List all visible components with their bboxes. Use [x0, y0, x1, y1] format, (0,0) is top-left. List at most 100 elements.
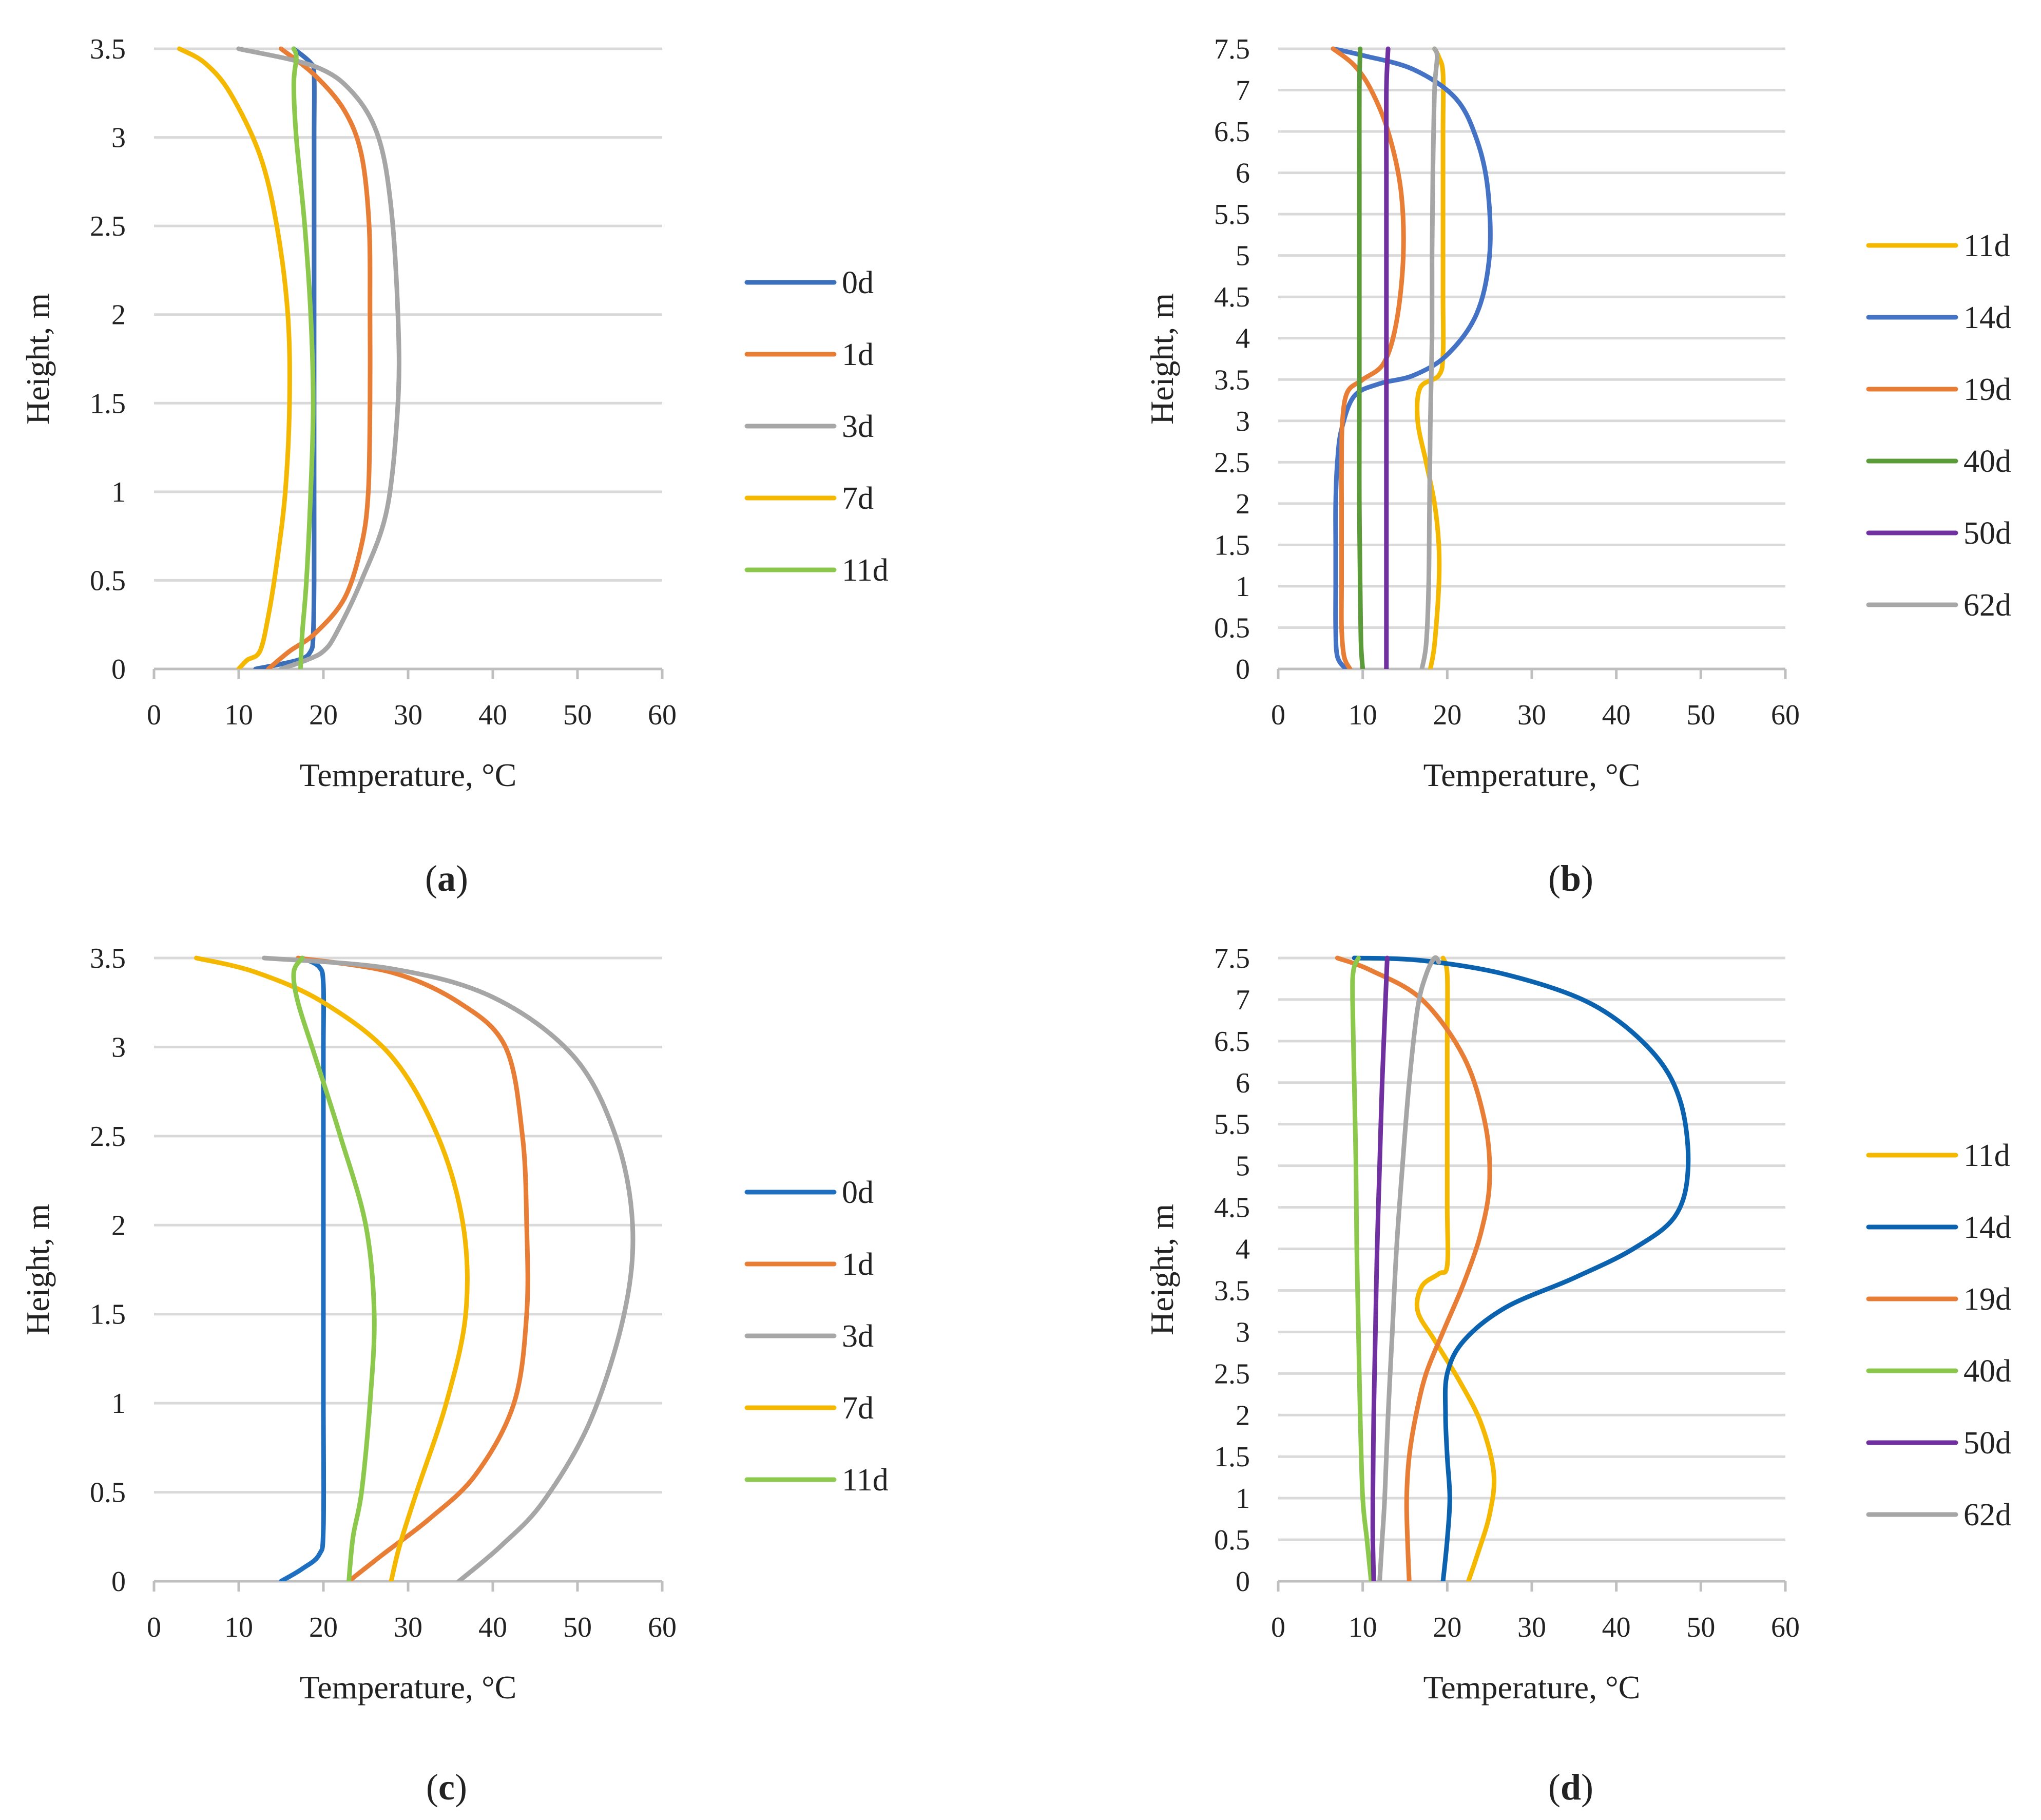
- series-line-50d: [1384, 46, 1391, 669]
- series-line-19d: [1335, 955, 1492, 1581]
- y-tick-label: 2: [1236, 488, 1250, 520]
- x-tick-label: 40: [478, 699, 507, 731]
- x-tick-label: 20: [1433, 699, 1461, 731]
- legend-label-3d: 3d: [842, 1319, 874, 1354]
- series-line-1d: [296, 955, 530, 1581]
- y-tick-label: 5.5: [1214, 199, 1250, 231]
- series-line-62d: [1377, 955, 1441, 1581]
- y-tick-label: 1.5: [1214, 529, 1250, 561]
- x-tick-label: 30: [394, 1612, 422, 1643]
- y-tick-label: 1: [111, 476, 126, 508]
- panel-label: (d): [1548, 1767, 1593, 1808]
- y-tick-label: 1.5: [90, 1299, 126, 1331]
- y-tick-label: 4: [1236, 323, 1250, 355]
- y-tick-label: 3: [111, 122, 126, 154]
- y-tick-label: 0.5: [1214, 612, 1250, 644]
- x-tick-label: 10: [1349, 699, 1377, 731]
- legend-label-11d: 11d: [842, 1463, 889, 1498]
- legend-label-11d: 11d: [1963, 1138, 2010, 1173]
- panel-label: (c): [426, 1767, 467, 1808]
- series-line-0d: [279, 955, 326, 1581]
- x-tick-label: 10: [1349, 1612, 1377, 1643]
- y-tick-label: 3.5: [1214, 364, 1250, 396]
- x-axis-title: Temperature, °C: [1423, 757, 1641, 793]
- y-tick-label: 0: [1236, 654, 1250, 685]
- x-tick-label: 20: [309, 1612, 338, 1643]
- x-tick-label: 30: [394, 699, 422, 731]
- legend-label-0d: 0d: [842, 1175, 874, 1210]
- series-line-3d: [262, 955, 636, 1581]
- legend-label-40d: 40d: [1963, 444, 2011, 479]
- legend-label-11d: 11d: [842, 553, 889, 588]
- y-tick-label: 3: [1236, 1316, 1250, 1348]
- y-tick-label: 2: [111, 299, 126, 331]
- x-tick-label: 40: [478, 1612, 507, 1643]
- x-tick-label: 40: [1602, 699, 1631, 731]
- x-tick-label: 20: [309, 699, 338, 731]
- x-tick-label: 20: [1433, 1612, 1461, 1643]
- y-tick-label: 0: [111, 654, 126, 685]
- series-line-40d: [1350, 955, 1374, 1581]
- y-tick-label: 7: [1236, 984, 1250, 1016]
- legend-label-0d: 0d: [842, 265, 874, 300]
- legend-label-62d: 62d: [1963, 1498, 2011, 1532]
- y-tick-label: 1: [1236, 1483, 1250, 1515]
- y-tick-label: 5.5: [1214, 1109, 1250, 1141]
- legend-label-50d: 50d: [1963, 1426, 2011, 1461]
- y-tick-label: 3.5: [90, 33, 126, 65]
- legend-label-50d: 50d: [1963, 516, 2011, 551]
- x-tick-label: 10: [224, 1612, 253, 1643]
- x-axis-title: Temperature, °C: [300, 1669, 517, 1706]
- chart-panel-b: 0 10 20 30 40 50 60 0 0.5 1 1.5 2 2.5 3 3.5 4 4.5 5 5.5 6 6.…: [1144, 33, 2011, 899]
- y-tick-label: 7.5: [1214, 943, 1250, 974]
- panel-label: (b): [1548, 858, 1593, 899]
- legend-label-11d: 11d: [1963, 228, 2010, 263]
- y-axis-title: Height, m: [1144, 1204, 1180, 1335]
- legend-label-62d: 62d: [1963, 588, 2011, 623]
- legend-label-14d: 14d: [1963, 300, 2011, 335]
- x-tick-label: 60: [648, 699, 677, 731]
- y-tick-label: 1.5: [1214, 1441, 1250, 1473]
- legend-label-1d: 1d: [842, 337, 874, 372]
- legend-label-19d: 19d: [1963, 1282, 2011, 1317]
- legend-label-7d: 7d: [842, 1391, 874, 1426]
- y-tick-label: 5: [1236, 240, 1250, 272]
- legend-label-14d: 14d: [1963, 1210, 2011, 1245]
- y-tick-label: 0.5: [90, 565, 126, 597]
- x-tick-label: 0: [1271, 1612, 1285, 1643]
- y-tick-label: 3: [1236, 406, 1250, 437]
- x-tick-label: 60: [1771, 1612, 1800, 1643]
- x-axis-title: Temperature, °C: [1423, 1669, 1641, 1706]
- y-tick-label: 3.5: [1214, 1275, 1250, 1307]
- y-tick-label: 7.5: [1214, 33, 1250, 65]
- series-line-14d: [1352, 955, 1691, 1581]
- x-tick-label: 30: [1517, 699, 1546, 731]
- y-tick-label: 0: [1236, 1566, 1250, 1598]
- y-tick-label: 2.5: [90, 210, 126, 242]
- y-tick-label: 2.5: [90, 1121, 126, 1153]
- chart-panel-d: 0 10 20 30 40 50 60 0 0.5 1 1.5 2 2.5 3 3.5 4 4.5 5 5.5 6 6.…: [1144, 943, 2011, 1808]
- panel-label: (a): [425, 858, 468, 899]
- y-tick-label: 4: [1236, 1234, 1250, 1266]
- y-tick-label: 6.5: [1214, 116, 1250, 148]
- series-line-11d: [291, 955, 377, 1581]
- x-tick-label: 40: [1602, 1612, 1631, 1643]
- series-line-7d: [177, 46, 292, 669]
- y-tick-label: 1: [111, 1388, 126, 1420]
- y-tick-label: 0.5: [90, 1477, 126, 1509]
- series-line-1d: [266, 46, 373, 669]
- series-line-11d: [1414, 955, 1497, 1581]
- series-line-11d: [291, 46, 316, 669]
- y-tick-label: 0.5: [1214, 1524, 1250, 1556]
- x-tick-label: 50: [563, 699, 592, 731]
- y-tick-label: 2.5: [1214, 447, 1250, 478]
- x-axis-title: Temperature, °C: [300, 757, 517, 793]
- x-tick-label: 50: [1686, 1612, 1715, 1643]
- y-tick-label: 2.5: [1214, 1358, 1250, 1390]
- legend-label-3d: 3d: [842, 409, 874, 444]
- y-axis-title: Height, m: [1144, 293, 1180, 425]
- y-tick-label: 4.5: [1214, 1192, 1250, 1224]
- series-line-3d: [236, 46, 401, 669]
- y-axis-title: Height, m: [20, 293, 56, 425]
